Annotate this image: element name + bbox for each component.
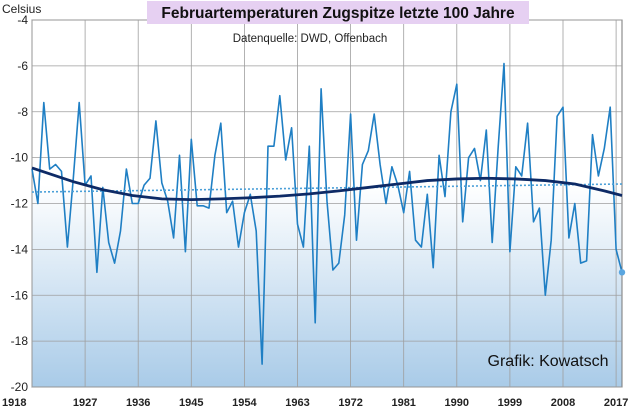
title-background xyxy=(147,1,529,24)
y-tick-label: -18 xyxy=(11,334,29,348)
x-tick-label: 1999 xyxy=(498,397,522,409)
y-tick-label: -14 xyxy=(11,242,29,256)
y-tick-label: -4 xyxy=(17,13,28,27)
x-tick-label: 1972 xyxy=(338,397,362,409)
y-tick-label: -8 xyxy=(17,105,28,119)
last-point-marker xyxy=(618,269,626,276)
x-tick-label: 1936 xyxy=(126,397,150,409)
y-tick-label: -16 xyxy=(11,288,29,302)
x-axis-ticks: 1918 1927 1936 1945 1954 1963 1972 1981 1990 1999… xyxy=(2,397,628,409)
y-axis-label: Celsius xyxy=(2,2,41,16)
y-tick-label: -12 xyxy=(11,197,29,211)
series-group xyxy=(31,62,626,365)
x-tick-label: 2008 xyxy=(551,397,575,409)
x-tick-label: 1954 xyxy=(232,397,257,409)
chart-credit: Grafik: Kowatsch xyxy=(488,353,609,370)
x-tick-label: 1945 xyxy=(179,397,203,409)
polynomial-trend-line xyxy=(31,166,623,202)
series-line-februar xyxy=(31,62,623,365)
y-tick-label: -20 xyxy=(11,380,29,394)
x-tick-label: 1963 xyxy=(285,397,309,409)
x-tick-label: 2017 xyxy=(604,397,628,409)
x-tick-label: 1918 xyxy=(2,397,26,409)
x-tick-label: 1927 xyxy=(73,397,97,409)
chart-title: Februartemperaturen Zugspitze letzte 100… xyxy=(161,5,515,22)
x-tick-label: 1990 xyxy=(445,397,469,409)
y-tick-label: -10 xyxy=(11,151,29,165)
y-tick-label: -6 xyxy=(17,59,28,73)
chart-subtitle: Datenquelle: DWD, Offenbach xyxy=(233,33,387,45)
x-tick-label: 1981 xyxy=(391,397,415,409)
y-axis-ticks: -4 -6 -8 -10 -12 -14 -16 -18 -20 xyxy=(11,13,29,394)
